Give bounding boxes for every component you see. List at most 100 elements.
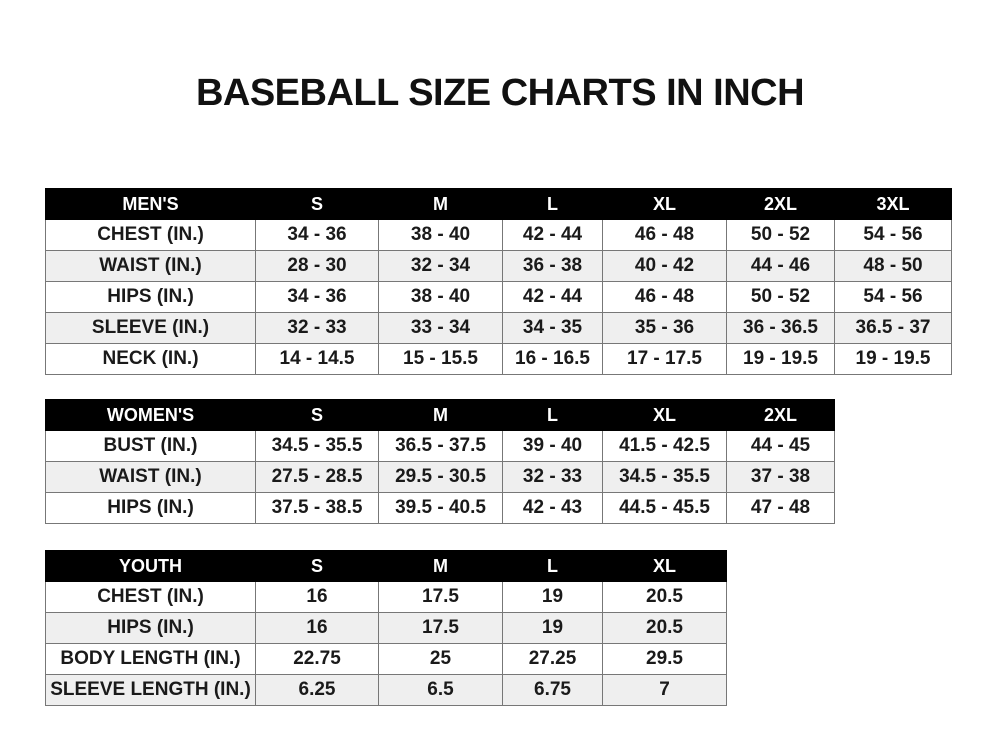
size-value: 17 - 17.5: [602, 343, 727, 375]
size-value: 19: [502, 612, 603, 644]
size-value: 48 - 50: [834, 250, 952, 282]
table-row: BUST (IN.) 34.5 - 35.5 36.5 - 37.5 39 - 40 4…: [45, 430, 835, 462]
size-value: 32 - 33: [255, 312, 379, 344]
size-value: 33 - 34: [378, 312, 503, 344]
size-value: 39.5 - 40.5: [378, 492, 503, 524]
measurement-label: HIPS (IN.): [45, 612, 256, 644]
size-value: 37 - 38: [726, 461, 835, 493]
size-value: 38 - 40: [378, 219, 503, 251]
size-header: 3XL: [834, 188, 952, 220]
category-header: MEN'S: [45, 188, 256, 220]
size-value: 29.5: [602, 643, 727, 675]
measurement-label: BODY LENGTH (IN.): [45, 643, 256, 675]
measurement-label: BUST (IN.): [45, 430, 256, 462]
size-value: 20.5: [602, 612, 727, 644]
size-value: 6.5: [378, 674, 503, 706]
size-value: 17.5: [378, 581, 503, 613]
measurement-label: WAIST (IN.): [45, 250, 256, 282]
table-row: CHEST (IN.) 34 - 36 38 - 40 42 - 44 46 - 48 5…: [45, 219, 952, 251]
size-value: 36 - 38: [502, 250, 603, 282]
size-value: 29.5 - 30.5: [378, 461, 503, 493]
measurement-label: SLEEVE (IN.): [45, 312, 256, 344]
size-value: 36.5 - 37.5: [378, 430, 503, 462]
table-row: SLEEVE (IN.) 32 - 33 33 - 34 34 - 35 35 - 36…: [45, 312, 952, 344]
category-header: YOUTH: [45, 550, 256, 582]
size-header: XL: [602, 188, 727, 220]
measurement-label: HIPS (IN.): [45, 492, 256, 524]
size-value: 44 - 45: [726, 430, 835, 462]
size-value: 50 - 52: [726, 219, 835, 251]
size-value: 34.5 - 35.5: [602, 461, 727, 493]
measurement-label: CHEST (IN.): [45, 581, 256, 613]
size-value: 40 - 42: [602, 250, 727, 282]
size-header: M: [378, 550, 503, 582]
size-header: 2XL: [726, 188, 835, 220]
size-header: XL: [602, 399, 727, 431]
size-value: 16: [255, 581, 379, 613]
size-value: 17.5: [378, 612, 503, 644]
size-value: 39 - 40: [502, 430, 603, 462]
size-value: 34 - 35: [502, 312, 603, 344]
size-value: 34 - 36: [255, 219, 379, 251]
size-value: 36.5 - 37: [834, 312, 952, 344]
size-value: 27.25: [502, 643, 603, 675]
size-header: S: [255, 188, 379, 220]
size-header: M: [378, 399, 503, 431]
size-value: 16: [255, 612, 379, 644]
table-row: CHEST (IN.) 16 17.5 19 20.5: [45, 581, 727, 613]
size-header: XL: [602, 550, 727, 582]
size-value: 15 - 15.5: [378, 343, 503, 375]
size-value: 22.75: [255, 643, 379, 675]
table-row: WAIST (IN.) 27.5 - 28.5 29.5 - 30.5 32 - 33…: [45, 461, 835, 493]
size-value: 46 - 48: [602, 219, 727, 251]
size-value: 19 - 19.5: [726, 343, 835, 375]
size-value: 6.25: [255, 674, 379, 706]
table-row: HIPS (IN.) 34 - 36 38 - 40 42 - 44 46 - 48 50…: [45, 281, 952, 313]
table-row: NECK (IN.) 14 - 14.5 15 - 15.5 16 - 16.5 17 …: [45, 343, 952, 375]
size-header: S: [255, 399, 379, 431]
size-value: 34 - 36: [255, 281, 379, 313]
measurement-label: HIPS (IN.): [45, 281, 256, 313]
size-header: L: [502, 399, 603, 431]
size-header: 2XL: [726, 399, 835, 431]
size-value: 42 - 44: [502, 219, 603, 251]
size-value: 42 - 43: [502, 492, 603, 524]
size-value: 32 - 34: [378, 250, 503, 282]
size-value: 32 - 33: [502, 461, 603, 493]
measurement-label: NECK (IN.): [45, 343, 256, 375]
size-value: 47 - 48: [726, 492, 835, 524]
size-header: L: [502, 188, 603, 220]
size-value: 42 - 44: [502, 281, 603, 313]
table-row: BODY LENGTH (IN.) 22.75 25 27.25 29.5: [45, 643, 727, 675]
size-value: 34.5 - 35.5: [255, 430, 379, 462]
size-value: 19 - 19.5: [834, 343, 952, 375]
header-row: MEN'S S M L XL 2XL 3XL: [45, 188, 952, 220]
size-value: 44.5 - 45.5: [602, 492, 727, 524]
measurement-label: CHEST (IN.): [45, 219, 256, 251]
youth-size-table: YOUTH S M L XL CHEST (IN.) 16 17.5 19 20.5 HIPS (I…: [45, 550, 727, 706]
size-value: 14 - 14.5: [255, 343, 379, 375]
header-row: WOMEN'S S M L XL 2XL: [45, 399, 835, 431]
header-row: YOUTH S M L XL: [45, 550, 727, 582]
size-value: 41.5 - 42.5: [602, 430, 727, 462]
size-value: 54 - 56: [834, 219, 952, 251]
size-value: 28 - 30: [255, 250, 379, 282]
size-value: 38 - 40: [378, 281, 503, 313]
size-value: 46 - 48: [602, 281, 727, 313]
page-title: BASEBALL SIZE CHARTS IN INCH: [195, 72, 805, 114]
size-value: 44 - 46: [726, 250, 835, 282]
size-value: 6.75: [502, 674, 603, 706]
category-header: WOMEN'S: [45, 399, 256, 431]
size-value: 37.5 - 38.5: [255, 492, 379, 524]
size-value: 54 - 56: [834, 281, 952, 313]
size-value: 50 - 52: [726, 281, 835, 313]
size-header: S: [255, 550, 379, 582]
size-header: L: [502, 550, 603, 582]
size-value: 7: [602, 674, 727, 706]
size-value: 19: [502, 581, 603, 613]
size-value: 36 - 36.5: [726, 312, 835, 344]
size-value: 20.5: [602, 581, 727, 613]
womens-size-table: WOMEN'S S M L XL 2XL BUST (IN.) 34.5 - 35.5 36.5…: [45, 399, 835, 524]
measurement-label: SLEEVE LENGTH (IN.): [45, 674, 256, 706]
table-row: SLEEVE LENGTH (IN.) 6.25 6.5 6.75 7: [45, 674, 727, 706]
